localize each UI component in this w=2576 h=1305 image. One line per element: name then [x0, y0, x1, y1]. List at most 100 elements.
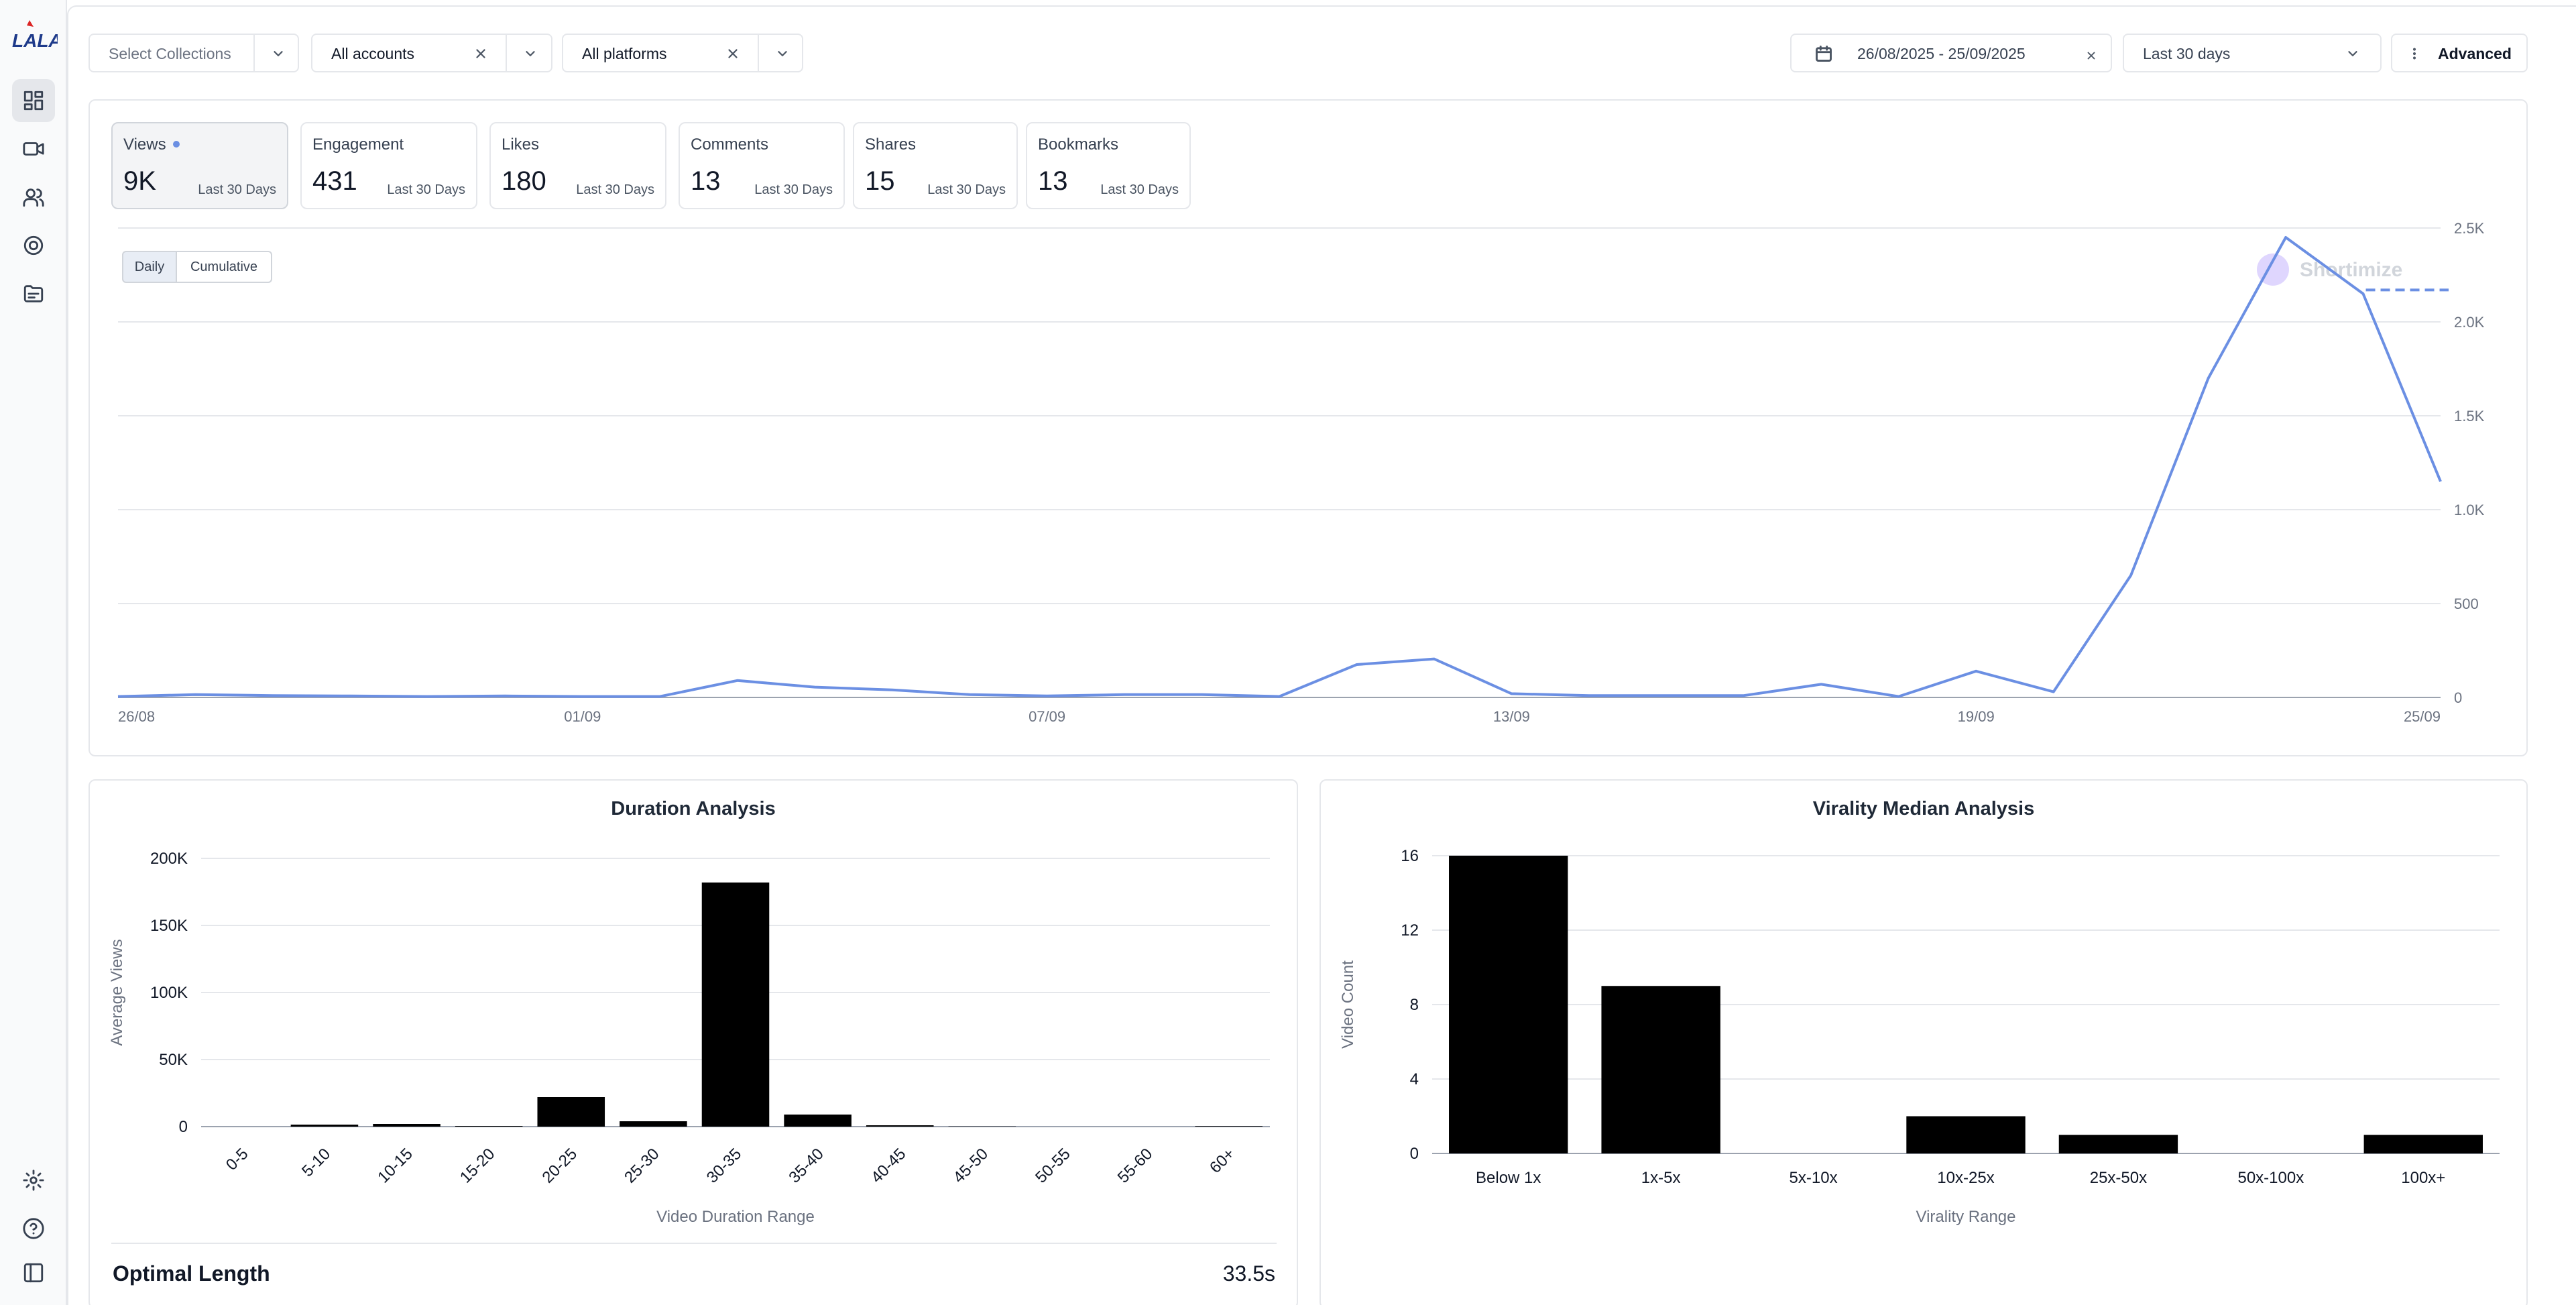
- users-icon: [23, 188, 44, 207]
- metric-period: Last 30 Days: [927, 182, 1006, 197]
- x-tick-label: 100x+: [2401, 1169, 2445, 1187]
- y-tick-label: 100K: [150, 984, 188, 1002]
- advanced-button[interactable]: Advanced: [2391, 34, 2528, 72]
- metric-period: Last 30 Days: [198, 182, 276, 197]
- metric-card-bookmarks[interactable]: Bookmarks 13 Last 30 Days: [1026, 122, 1191, 209]
- more-vertical-icon: [2407, 46, 2422, 61]
- y-tick-label: 50K: [159, 1051, 188, 1069]
- x-tick-label: 0-5: [223, 1145, 252, 1174]
- sidebar-item-dashboard[interactable]: [12, 79, 55, 122]
- clear-accounts-icon[interactable]: [473, 46, 488, 61]
- virality-analysis-card: Virality Median Analysis 0 4 8 12 16 Below 1x…: [1320, 779, 2528, 1305]
- sidebar-item-settings[interactable]: [12, 1159, 55, 1202]
- views-series-line: [117, 236, 2442, 698]
- metric-value: 9K: [123, 166, 156, 196]
- chevron-down-icon[interactable]: [523, 46, 538, 61]
- period-select[interactable]: Last 30 days: [2123, 34, 2382, 72]
- y-tick-label: 500: [2454, 595, 2479, 612]
- metric-label: Bookmarks: [1038, 135, 1119, 154]
- accounts-select-label: All accounts: [331, 45, 415, 62]
- sidebar-toggle-icon: [23, 1263, 44, 1283]
- calendar-icon: [1814, 44, 1833, 63]
- y-tick-label: 1.5K: [2454, 408, 2485, 424]
- optimal-length-value: 33.5s: [1223, 1261, 1275, 1286]
- y-tick-label: 4: [1410, 1070, 1419, 1088]
- platforms-select[interactable]: All platforms: [562, 34, 803, 72]
- metric-value: 13: [1038, 166, 1068, 196]
- x-tick-label: 01/09: [564, 708, 601, 725]
- metric-period: Last 30 Days: [387, 182, 465, 197]
- x-tick-label: 25/09: [2404, 708, 2441, 725]
- y-tick-label: 2.5K: [2454, 220, 2485, 237]
- chevron-down-icon[interactable]: [271, 46, 286, 61]
- sidebar-item-tracking[interactable]: [12, 224, 55, 267]
- metric-period: Last 30 Days: [754, 182, 833, 197]
- x-tick-label: 07/09: [1029, 708, 1065, 725]
- x-tick-label: 10-15: [374, 1145, 416, 1187]
- metric-card-views[interactable]: Views 9K Last 30 Days: [111, 122, 288, 209]
- bar: [1906, 1116, 2026, 1153]
- x-tick-label: 10x-25x: [1937, 1169, 1994, 1187]
- x-tick-label: 25x-50x: [2090, 1169, 2147, 1187]
- collections-select[interactable]: Select Collections: [89, 34, 299, 72]
- advanced-label: Advanced: [2438, 45, 2512, 62]
- metric-value: 15: [865, 166, 895, 196]
- metric-label: Views: [123, 135, 166, 154]
- y-tick-label: 1.0K: [2454, 502, 2485, 518]
- x-tick-label: 19/09: [1958, 708, 1995, 725]
- virality-analysis-title: Virality Median Analysis: [1812, 798, 2035, 819]
- x-tick-label: 55-60: [1114, 1145, 1157, 1187]
- sidebar-item-toggle[interactable]: [12, 1251, 55, 1294]
- sidebar-item-help[interactable]: [12, 1207, 55, 1250]
- duration-analysis-card: Duration Analysis 0 50K 100K 150K 200K 0-5 5-1…: [89, 779, 1298, 1305]
- select-divider: [506, 35, 507, 71]
- date-range-picker[interactable]: 26/08/2025 - 25/09/2025: [1790, 34, 2112, 72]
- select-divider: [253, 35, 255, 71]
- x-tick-label: 20-25: [539, 1145, 581, 1187]
- sidebar-item-accounts[interactable]: [12, 176, 55, 219]
- gear-icon: [23, 1170, 44, 1191]
- metric-label: Engagement: [312, 135, 404, 154]
- bar: [2058, 1135, 2178, 1153]
- bar: [537, 1097, 605, 1127]
- x-tick-label: 25-30: [621, 1145, 663, 1187]
- chevron-down-icon[interactable]: [775, 46, 790, 61]
- duration-bar-chart: 0 50K 100K 150K 200K 0-5 5-10 10-15 15-20 20-25 25…: [108, 850, 1277, 1286]
- x-tick-label: 26/08: [118, 708, 155, 725]
- bar: [373, 1124, 441, 1127]
- clear-platforms-icon[interactable]: [725, 46, 740, 61]
- x-tick-label: 5x-10x: [1790, 1169, 1838, 1187]
- x-tick-label: 15-20: [457, 1145, 499, 1187]
- metric-value: 431: [312, 166, 357, 196]
- y-tick-label: 150K: [150, 917, 188, 935]
- bar: [784, 1115, 852, 1127]
- bar: [290, 1125, 359, 1127]
- metric-card-comments[interactable]: Comments 13 Last 30 Days: [679, 122, 845, 209]
- metric-card-likes[interactable]: Likes 180 Last 30 Days: [489, 122, 666, 209]
- metric-period: Last 30 Days: [1100, 182, 1179, 197]
- x-axis-label: Virality Range: [1916, 1208, 2016, 1226]
- metric-card-shares[interactable]: Shares 15 Last 30 Days: [853, 122, 1018, 209]
- cumulative-toggle[interactable]: Cumulative: [176, 251, 272, 283]
- y-tick-label: 0: [2454, 689, 2462, 706]
- x-tick-label: 5-10: [298, 1145, 334, 1180]
- sidebar: LALA: [0, 0, 67, 1305]
- app-logo[interactable]: LALA: [9, 17, 62, 58]
- virality-bar-chart: 0 4 8 12 16 Below 1x 1x-5x 5x-10x 10x-25x 25x-50x…: [1339, 847, 2500, 1226]
- sidebar-item-videos[interactable]: [12, 127, 55, 170]
- clear-date-icon[interactable]: [2085, 48, 2097, 60]
- sidebar-item-collections[interactable]: [12, 272, 55, 315]
- help-circle-icon: [23, 1218, 44, 1239]
- metric-value: 13: [691, 166, 721, 196]
- platforms-select-label: All platforms: [582, 45, 667, 62]
- y-tick-label: 8: [1410, 996, 1419, 1014]
- y-tick-label: 2.0K: [2454, 314, 2485, 331]
- accounts-select[interactable]: All accounts: [311, 34, 552, 72]
- x-tick-label: 30-35: [703, 1145, 746, 1187]
- metric-card-engagement[interactable]: Engagement 431 Last 30 Days: [300, 122, 477, 209]
- y-tick-label: 200K: [150, 850, 188, 868]
- period-select-label: Last 30 days: [2143, 45, 2231, 62]
- active-dot: [173, 141, 180, 148]
- y-tick-label: 12: [1401, 921, 1419, 940]
- views-line-chart: 0 500 1.0K 1.5K 2.0K 2.5K 26/08 01/09 07/09 13/0…: [117, 220, 2485, 725]
